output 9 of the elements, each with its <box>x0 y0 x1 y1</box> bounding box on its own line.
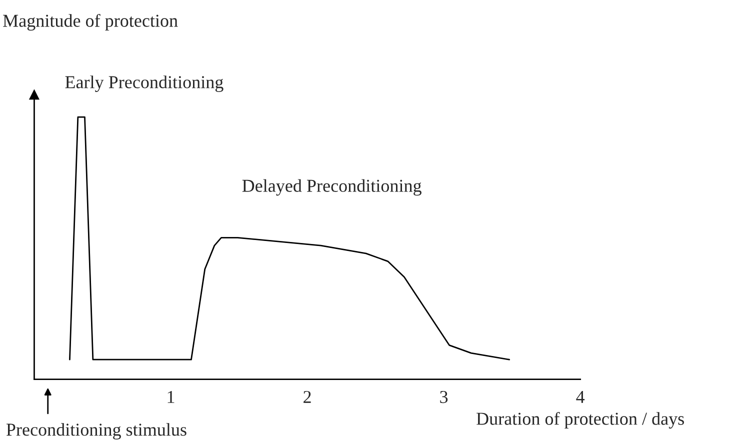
x-tick-label: 2 <box>304 390 311 403</box>
x-tick-label: 1 <box>168 390 174 403</box>
x-tick-label: 3 <box>440 390 448 404</box>
text: Preconditioning stimulus <box>6 423 186 440</box>
annotation: Delayed Preconditioning <box>242 179 422 196</box>
y-axis-title: Magnitude of protection <box>3 14 178 31</box>
text: Early Preconditioning <box>65 76 224 92</box>
x-axis-title: Duration of protection / days <box>476 412 684 429</box>
x-tick-label: 4 <box>576 391 585 403</box>
